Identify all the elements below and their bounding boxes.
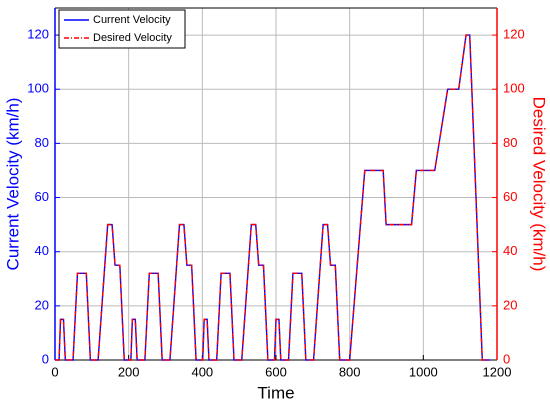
x-tick-label: 1200 [483,364,512,379]
y-tick-label: 20 [35,297,49,312]
legend-label: Desired Velocity [93,32,172,44]
y2-tick-label: 100 [503,81,525,96]
x-tick-label: 600 [265,364,287,379]
y-tick-label: 80 [35,135,49,150]
x-tick-label: 1000 [409,364,438,379]
y-axis-label: Current Velocity (km/h) [3,98,22,271]
series-line [55,34,490,361]
y-tick-label: 100 [27,81,49,96]
legend-label: Current Velocity [93,14,171,26]
x-tick-label: 200 [118,364,140,379]
x-tick-label: 400 [191,364,213,379]
y-tick-label: 40 [35,243,49,258]
x-tick-label: 0 [51,364,58,379]
y-tick-label: 60 [35,189,49,204]
y2-tick-label: 40 [503,243,517,258]
legend: Current Velocity Desired Velocity [58,9,186,49]
y2-tick-label: 120 [503,27,525,42]
x-tick-label: 800 [339,364,361,379]
y-tick-label: 120 [27,27,49,42]
y2-axis-label: Desired Velocity (km/h) [530,97,549,272]
y2-tick-label: 80 [503,135,517,150]
y2-tick-label: 60 [503,189,517,204]
legend-box [58,9,186,49]
x-axis-label: Time [257,383,294,402]
y2-tick-label: 20 [503,297,517,312]
y-tick-label: 0 [42,351,49,366]
y2-tick-label: 0 [503,351,510,366]
